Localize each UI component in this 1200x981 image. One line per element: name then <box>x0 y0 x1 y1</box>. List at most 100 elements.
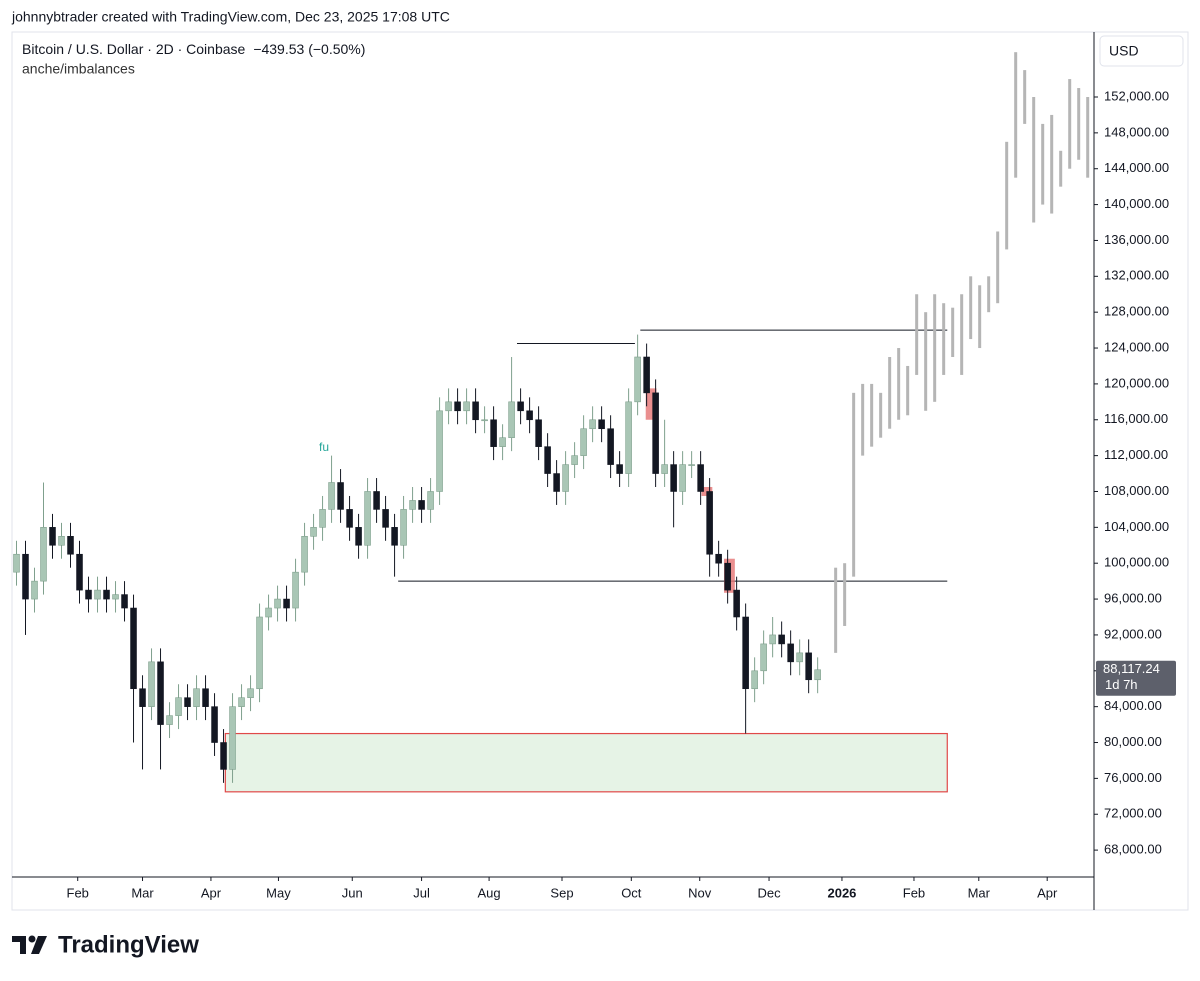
x-tick-label: May <box>266 885 291 900</box>
currency-box[interactable] <box>1099 35 1184 67</box>
candle-body <box>418 500 425 510</box>
y-tick-label: 72,000.00 <box>1104 806 1162 821</box>
candle-body <box>661 464 668 474</box>
candle-body <box>355 527 362 546</box>
indicator: anche/imbalances <box>22 61 135 77</box>
candle-body <box>805 652 812 681</box>
candle-body <box>688 464 695 466</box>
candle-body <box>769 634 776 645</box>
candle-body <box>211 706 218 743</box>
x-tick-label: Sep <box>550 885 573 900</box>
candle-body <box>508 401 515 438</box>
candle-body <box>589 419 596 430</box>
y-tick-label: 124,000.00 <box>1104 339 1169 354</box>
projection-bar <box>1005 141 1009 250</box>
candle-body <box>679 464 686 492</box>
candle-body <box>112 594 119 600</box>
candle-body <box>535 419 542 447</box>
candle-body <box>760 643 767 672</box>
projection-bar <box>870 383 874 447</box>
candle-body <box>184 697 191 707</box>
candle-body <box>166 715 173 725</box>
candle-body <box>598 419 605 430</box>
x-tick-label: Feb <box>903 885 925 900</box>
projection-bar <box>915 294 919 375</box>
y-tick-label: 80,000.00 <box>1104 734 1162 749</box>
chart-frame <box>11 31 1189 911</box>
projection-bar <box>861 383 865 456</box>
projection-bar <box>951 307 955 357</box>
plot <box>13 52 1090 793</box>
currency[interactable]: USD <box>1109 43 1139 59</box>
x-tick-label: Apr <box>201 885 222 900</box>
candle-body <box>13 553 20 573</box>
candle-body <box>22 553 29 600</box>
candle-body <box>346 509 353 528</box>
candle-body <box>814 669 821 681</box>
x-tick-label: Nov <box>688 885 712 900</box>
x-tick-label: Feb <box>67 885 89 900</box>
candle-body <box>616 464 623 474</box>
candle-body <box>148 661 155 707</box>
candle-body <box>526 410 533 421</box>
candle-body <box>382 509 389 528</box>
x-tick-label: Aug <box>478 885 501 900</box>
chart-title: Bitcoin / U.S. Dollar · 2D · Coinbase −43… <box>22 41 365 57</box>
projection-bar <box>852 392 856 577</box>
projection-bar <box>1014 52 1018 178</box>
y-tick-label: 144,000.00 <box>1104 160 1169 175</box>
y-tick-label: 140,000.00 <box>1104 196 1169 211</box>
candle-body <box>337 482 344 510</box>
candle-body <box>85 589 92 600</box>
candle-body <box>562 464 569 492</box>
candle-body <box>265 607 272 618</box>
candle-body <box>157 661 164 725</box>
candle-body <box>778 634 785 645</box>
x-tick-label: Dec <box>757 885 781 900</box>
y-tick-label: 128,000.00 <box>1104 304 1169 319</box>
candle-body <box>499 437 506 447</box>
candle-body <box>319 509 326 528</box>
projection-bar <box>978 285 982 349</box>
candle-body <box>229 706 236 770</box>
y-tick-label: 116,000.00 <box>1104 411 1168 426</box>
x-tick-label: Mar <box>131 885 154 900</box>
y-tick-label: 104,000.00 <box>1104 519 1169 534</box>
candle-body <box>670 464 677 492</box>
y-tick-label: 84,000.00 <box>1104 698 1162 713</box>
imbalance <box>645 388 657 420</box>
candle-body <box>373 491 380 510</box>
projection-bar <box>933 294 937 402</box>
candle-body <box>445 401 452 412</box>
last-price-tag <box>1096 660 1176 696</box>
candle-body <box>76 553 83 591</box>
candle-body <box>391 527 398 546</box>
projection-bar <box>1068 79 1072 169</box>
annotation: fu <box>319 440 329 454</box>
projection-bar <box>1077 88 1081 160</box>
candle-body <box>697 464 704 492</box>
candle-body <box>580 428 587 456</box>
projection-bar <box>987 276 991 313</box>
candle-body <box>796 652 803 663</box>
candle-body <box>283 598 290 609</box>
y-tick-label: 152,000.00 <box>1104 88 1169 103</box>
zone <box>224 732 948 793</box>
projection-bar <box>960 294 964 375</box>
x-tick-label: Jul <box>413 885 430 900</box>
candle-body <box>202 688 209 707</box>
projection-bar <box>879 392 883 438</box>
candle-body <box>472 401 479 421</box>
y-tick-label: 136,000.00 <box>1104 232 1169 247</box>
candle-body <box>364 491 371 546</box>
candle-body <box>409 500 416 510</box>
candle-body <box>238 697 245 707</box>
projection-bar <box>897 348 901 420</box>
candle-body <box>274 598 281 609</box>
candle-body <box>301 536 308 573</box>
y-tick-label: 76,000.00 <box>1104 770 1162 785</box>
candle-body <box>481 419 488 422</box>
projection-bar <box>942 303 946 375</box>
y-tick-label: 100,000.00 <box>1104 555 1169 570</box>
